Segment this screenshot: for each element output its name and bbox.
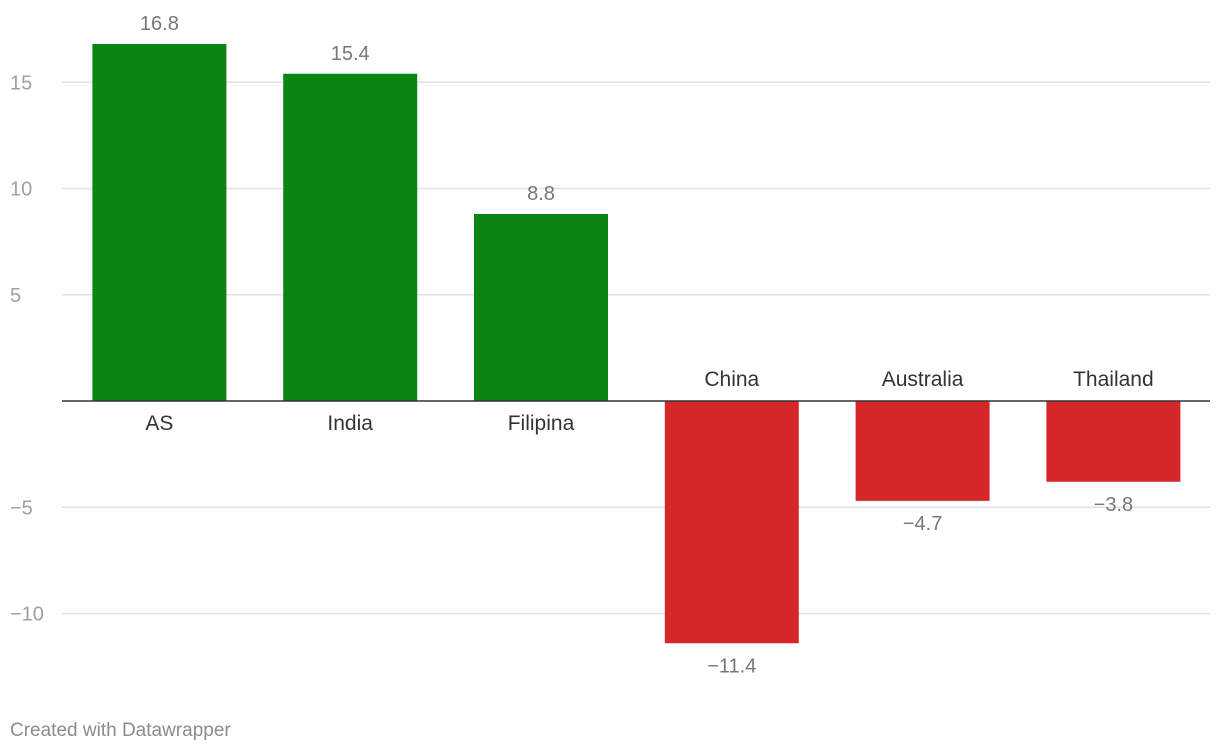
category-label: AS [145, 412, 173, 435]
footer-credit: Created with Datawrapper [10, 720, 231, 741]
y-tick-label: 5 [10, 285, 21, 307]
value-label: 16.8 [140, 13, 179, 35]
y-tick-label: −5 [10, 497, 33, 519]
category-label: Australia [882, 368, 964, 391]
bar-as [92, 44, 227, 401]
bar-india [283, 73, 418, 401]
category-label: India [327, 412, 373, 435]
value-label: 8.8 [527, 183, 555, 205]
bar-australia [855, 401, 990, 501]
value-label: −11.4 [707, 655, 756, 677]
gridlines [62, 81, 1210, 615]
bar-china [664, 401, 799, 644]
value-label: −3.8 [1094, 494, 1133, 516]
bar-thailand [1046, 401, 1181, 482]
value-label: −4.7 [903, 513, 942, 535]
y-tick-label: 15 [10, 72, 32, 94]
category-label: Thailand [1073, 368, 1154, 391]
y-tick-label: −10 [10, 604, 44, 626]
bar-filipina [474, 214, 608, 401]
category-label: Filipina [508, 412, 575, 435]
value-label: 15.4 [331, 43, 370, 65]
bar-chart: 15 10 5 −5 −10 16.8 AS 15.4 India 8.8 Filipina −11… [10, 13, 1210, 677]
category-label: China [704, 368, 759, 391]
y-axis-ticks: 15 10 5 −5 −10 [10, 72, 44, 625]
labels: 16.8 AS 15.4 India 8.8 Filipina −11.4 China −4.7… [140, 13, 1154, 677]
bars [92, 44, 1181, 644]
y-tick-label: 10 [10, 179, 32, 201]
